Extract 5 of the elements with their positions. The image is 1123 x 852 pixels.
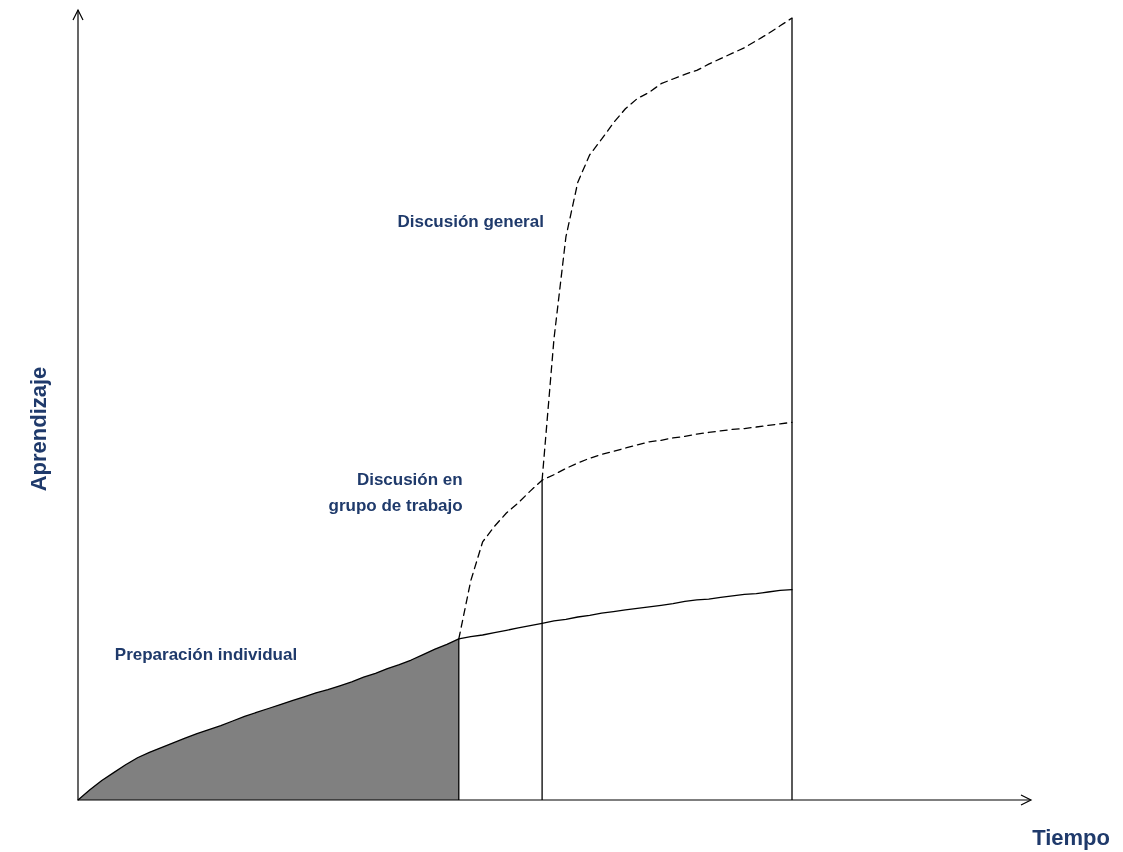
- text: Tiempo: [1032, 825, 1110, 850]
- series-label: Discusión general: [397, 211, 544, 231]
- series-label: Preparación individual: [114, 644, 298, 664]
- series-label: Discusión en grupo de trabajo: [328, 470, 463, 516]
- y-axis-title: Aprendizaje: [26, 366, 51, 492]
